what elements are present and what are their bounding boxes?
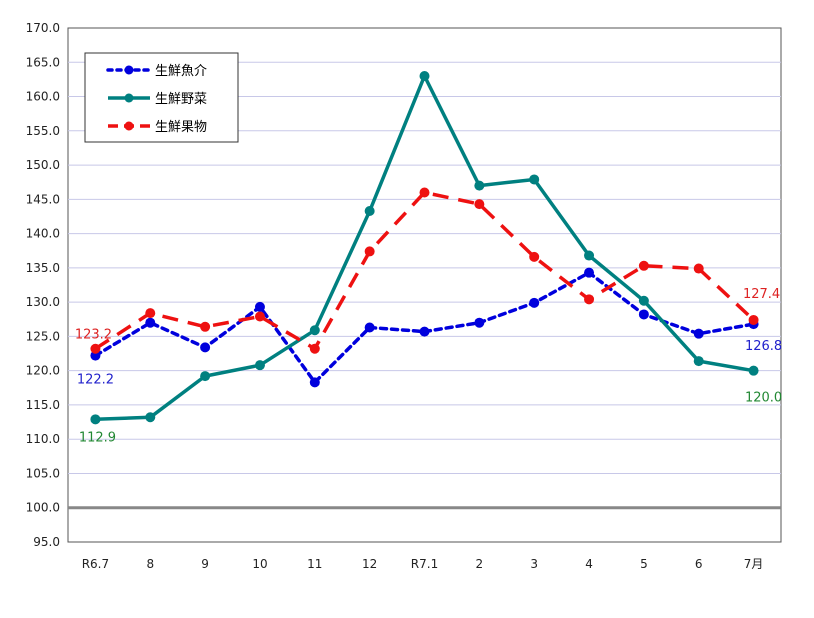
y-tick-label: 120.0	[26, 364, 60, 378]
x-tick-label: 5	[640, 557, 648, 571]
x-tick-label: 6	[695, 557, 703, 571]
data-point	[309, 377, 320, 388]
y-tick-label: 100.0	[26, 501, 60, 515]
data-point	[638, 260, 649, 271]
x-tick-label: 9	[201, 557, 209, 571]
legend-item: 生鮮果物	[108, 120, 207, 135]
data-point	[254, 311, 265, 322]
data-point	[529, 174, 540, 185]
data-point	[200, 371, 211, 382]
x-tick-label: 4	[585, 557, 593, 571]
data-point	[419, 326, 430, 337]
data-point	[145, 412, 156, 423]
series-lines	[90, 70, 759, 425]
data-point	[584, 294, 595, 305]
data-point	[748, 314, 759, 325]
data-point	[584, 250, 595, 261]
data-point	[145, 308, 156, 319]
data-point	[364, 205, 375, 216]
data-point	[364, 246, 375, 257]
x-tick-label: R6.7	[82, 557, 109, 571]
legend-label: 生鮮果物	[155, 120, 207, 135]
x-tick-label: 11	[307, 557, 322, 571]
data-point	[638, 309, 649, 320]
data-label: 122.2	[77, 373, 114, 388]
data-point	[693, 328, 704, 339]
y-tick-label: 130.0	[26, 295, 60, 309]
y-tick-label: 95.0	[33, 535, 60, 549]
y-tick-label: 145.0	[26, 192, 60, 206]
x-tick-label: 7月	[744, 557, 764, 571]
data-point	[474, 317, 485, 328]
data-point	[200, 321, 211, 332]
legend-marker	[124, 93, 134, 103]
y-tick-label: 160.0	[26, 90, 60, 104]
data-point	[693, 356, 704, 367]
legend-label: 生鮮野菜	[155, 92, 207, 107]
y-tick-label: 105.0	[26, 466, 60, 480]
data-point	[638, 295, 649, 306]
y-tick-label: 165.0	[26, 55, 60, 69]
data-point	[748, 365, 759, 376]
data-point	[529, 297, 540, 308]
legend-item: 生鮮魚介	[106, 64, 207, 79]
data-point	[474, 180, 485, 191]
series-2	[90, 187, 759, 354]
data-point	[200, 342, 211, 353]
data-point	[419, 187, 430, 198]
x-tick-label: 3	[530, 557, 538, 571]
data-point	[90, 343, 101, 354]
data-label: 126.8	[745, 339, 782, 354]
y-tick-label: 150.0	[26, 158, 60, 172]
series-0	[90, 267, 759, 388]
legend-label: 生鮮魚介	[155, 64, 207, 79]
data-point	[254, 301, 265, 312]
y-tick-label: 135.0	[26, 261, 60, 275]
y-tick-label: 170.0	[26, 21, 60, 35]
data-point	[529, 251, 540, 262]
x-tick-label: 8	[146, 557, 154, 571]
data-point	[309, 343, 320, 354]
legend-item: 生鮮野菜	[108, 92, 207, 107]
y-tick-label: 140.0	[26, 227, 60, 241]
x-tick-label: R7.1	[411, 557, 438, 571]
data-label: 127.4	[743, 287, 780, 302]
data-point	[584, 267, 595, 278]
y-axis-ticks: 95.0 100.0 105.0 110.0 115.0 120.0 125.0 130.0 1…	[26, 21, 60, 549]
x-tick-label: 2	[476, 557, 484, 571]
x-axis-ticks: R6.7 8 9 10 11 12 R7.1 2 3 4 5 6 7月	[82, 557, 764, 571]
series-1	[90, 70, 759, 425]
data-point	[693, 263, 704, 274]
data-point	[90, 414, 101, 425]
y-tick-label: 115.0	[26, 398, 60, 412]
data-point	[364, 322, 375, 333]
data-labels: 122.2 112.9 123.2 126.8 120.0 127.4	[75, 287, 782, 445]
data-label: 112.9	[79, 430, 116, 445]
x-tick-label: 12	[362, 557, 377, 571]
data-point	[90, 350, 101, 361]
data-label: 120.0	[745, 391, 782, 406]
y-tick-label: 155.0	[26, 124, 60, 138]
y-tick-label: 125.0	[26, 329, 60, 343]
y-tick-label: 110.0	[26, 432, 60, 446]
legend-marker	[124, 65, 134, 75]
data-point	[145, 317, 156, 328]
data-point	[254, 360, 265, 371]
data-point	[474, 199, 485, 210]
data-point	[309, 325, 320, 336]
x-tick-label: 10	[252, 557, 267, 571]
data-point	[419, 70, 430, 81]
data-label: 123.2	[75, 328, 112, 343]
legend-marker	[124, 121, 134, 131]
